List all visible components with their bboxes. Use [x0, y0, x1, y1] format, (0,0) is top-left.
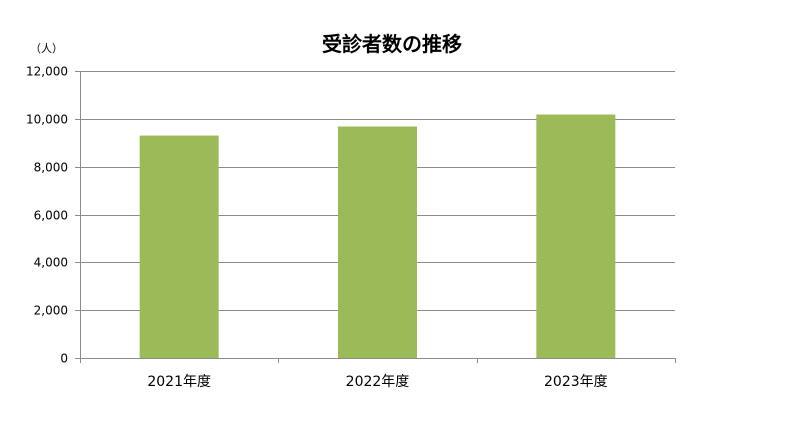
bar-1: [139, 135, 219, 358]
y-tick-label: 6,000: [34, 209, 68, 223]
y-tick-label: 10,000: [26, 113, 68, 127]
x-category-label: 2022年度: [346, 374, 410, 390]
bars: [139, 114, 616, 358]
bar-3: [536, 114, 616, 358]
axes: [75, 71, 676, 363]
y-tick-label: 4,000: [34, 256, 68, 270]
y-tick-label: 12,000: [26, 65, 68, 79]
y-tick-label: 8,000: [34, 161, 68, 175]
x-axis-category-labels: 2021年度 2022年度 2023年度: [147, 374, 607, 390]
y-tick-label: 2,000: [34, 304, 68, 318]
y-tick-label: 0: [60, 352, 68, 366]
bar-2: [338, 126, 417, 358]
y-axis-unit-label: （人）: [30, 42, 63, 55]
chart-title: 受診者数の推移: [322, 32, 462, 56]
y-axis-tick-labels: 0 2,000 4,000 6,000 8,000 10,000 12,000: [26, 65, 68, 366]
x-category-label: 2023年度: [544, 374, 608, 390]
x-category-label: 2021年度: [147, 374, 211, 390]
